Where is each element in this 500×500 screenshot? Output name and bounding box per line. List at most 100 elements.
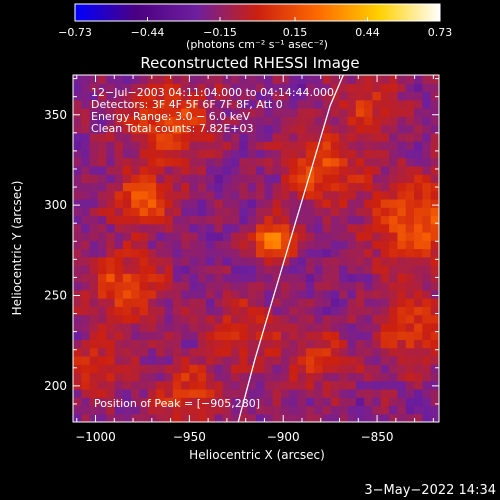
heatmap-cell <box>314 240 324 250</box>
heatmap-cell <box>156 124 166 134</box>
heatmap-cell <box>330 157 340 167</box>
heatmap-cell <box>206 141 216 150</box>
heatmap-cell <box>81 190 91 200</box>
heatmap-cell <box>114 322 124 332</box>
heatmap-cell <box>389 215 399 225</box>
heatmap-cell <box>247 190 257 200</box>
heatmap-cell <box>114 339 124 349</box>
heatmap-cell <box>247 91 257 101</box>
heatmap-cell <box>289 347 299 357</box>
heatmap-cell <box>364 198 374 208</box>
heatmap-cell <box>330 314 340 324</box>
heatmap-cell <box>322 364 332 374</box>
heatmap-cell <box>330 174 340 184</box>
heatmap-cell <box>289 380 299 390</box>
heatmap-cell <box>347 248 357 258</box>
heatmap-cell <box>256 141 265 150</box>
heatmap-cell <box>314 314 324 324</box>
heatmap-cell <box>81 116 91 126</box>
heatmap-cell <box>289 132 299 142</box>
heatmap-cell <box>389 331 399 340</box>
heatmap-cell <box>197 182 207 192</box>
heatmap-cell <box>389 231 399 241</box>
heatmap-cell <box>239 413 249 422</box>
heatmap-cell <box>181 273 191 283</box>
heatmap-cell <box>364 190 374 200</box>
heatmap-cell <box>181 281 191 291</box>
heatmap-cell <box>297 132 307 142</box>
heatmap-cell <box>405 265 415 274</box>
heatmap-cell <box>355 364 365 374</box>
heatmap-cell <box>231 355 240 365</box>
heatmap-cell <box>89 116 99 126</box>
heatmap-cell <box>305 306 315 316</box>
heatmap-cell <box>364 116 374 126</box>
heatmap-cell <box>422 132 432 142</box>
heatmap-cell <box>330 83 340 93</box>
heatmap-cell <box>339 281 349 291</box>
heatmap-cell <box>73 149 82 159</box>
heatmap-cell <box>147 314 157 324</box>
heatmap-cell <box>239 116 249 126</box>
heatmap-cell <box>347 347 357 357</box>
heatmap-cell <box>206 372 216 382</box>
heatmap-cell <box>264 91 274 101</box>
heatmap-cell <box>181 149 191 159</box>
heatmap-cell <box>122 157 132 167</box>
heatmap-cell <box>73 273 82 283</box>
heatmap-cell <box>189 413 199 422</box>
heatmap-cell <box>322 108 332 117</box>
heatmap-cell <box>397 372 407 382</box>
heatmap-cell <box>222 397 232 407</box>
heatmap-cell <box>272 322 282 332</box>
heatmap-cell <box>189 231 199 241</box>
heatmap-cell <box>297 388 307 398</box>
heatmap-cell <box>197 372 207 382</box>
heatmap-cell <box>347 231 357 241</box>
heatmap-cell <box>280 132 290 142</box>
heatmap-cell <box>214 182 224 192</box>
heatmap-cell <box>156 314 166 324</box>
heatmap-cell <box>256 388 265 398</box>
heatmap-cell <box>97 298 107 307</box>
heatmap-cell <box>106 364 116 374</box>
heatmap-cell <box>164 215 174 225</box>
heatmap-cell <box>222 364 232 374</box>
heatmap-cell <box>106 174 116 184</box>
heatmap-cell <box>280 198 290 208</box>
heatmap-cell <box>339 331 349 340</box>
heatmap-cell <box>339 306 349 316</box>
heatmap-cell <box>347 108 357 117</box>
heatmap-cell <box>206 298 216 307</box>
heatmap-cell <box>247 388 257 398</box>
heatmap-cell <box>364 306 374 316</box>
heatmap-cell <box>305 231 315 241</box>
colorbar-tick-label: 0.73 <box>428 26 453 39</box>
heatmap-cell <box>156 355 166 365</box>
heatmap-cell <box>289 256 299 266</box>
heatmap-cell <box>81 248 91 258</box>
heatmap-cell <box>305 388 315 398</box>
heatmap-cell <box>89 273 99 283</box>
heatmap-cell <box>264 347 274 357</box>
heatmap-cell <box>114 256 124 266</box>
heatmap-cell <box>305 132 315 142</box>
heatmap-cell <box>289 413 299 422</box>
heatmap-cell <box>81 198 91 208</box>
heatmap-cell <box>322 347 332 357</box>
heatmap-cell <box>256 339 265 349</box>
heatmap-cell <box>414 347 423 357</box>
heatmap-cell <box>247 240 257 250</box>
heatmap-cell <box>364 380 374 390</box>
heatmap-cell <box>380 347 390 357</box>
heatmap-cell <box>364 231 374 241</box>
heatmap-cell <box>189 355 199 365</box>
heatmap-cell <box>414 157 423 167</box>
heatmap-cell <box>397 207 407 217</box>
heatmap-cell <box>364 223 374 233</box>
heatmap-cell <box>172 281 182 291</box>
heatmap-cell <box>106 240 116 250</box>
heatmap-cell <box>355 182 365 192</box>
heatmap-cell <box>405 322 415 332</box>
heatmap-cell <box>397 289 407 299</box>
